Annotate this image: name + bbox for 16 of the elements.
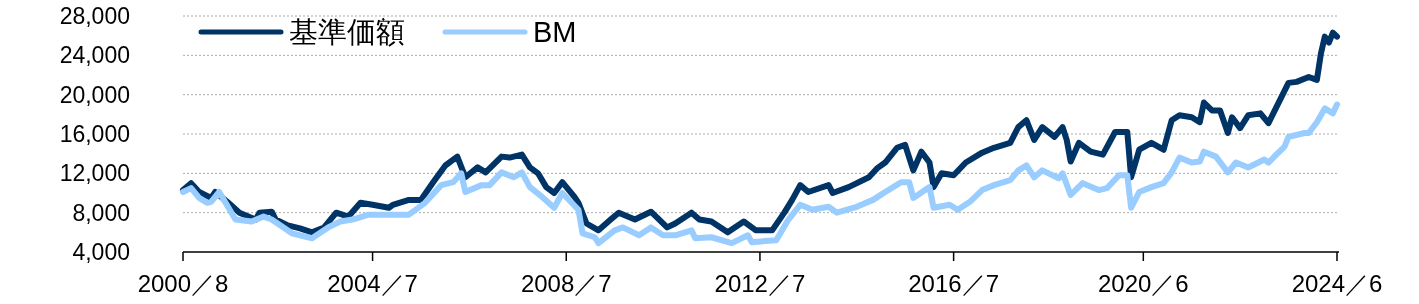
y-tick-label: 8,000 — [72, 199, 130, 226]
y-tick-label: 16,000 — [59, 121, 130, 147]
x-tick-label: 2008／7 — [520, 270, 612, 297]
x-tick-label: 2000／8 — [137, 270, 229, 297]
x-tick-label: 2016／7 — [908, 270, 999, 297]
y-tick-label: 24,000 — [59, 42, 130, 69]
legend-label: 基準価額 — [289, 16, 405, 48]
x-tick-label: 2012／7 — [714, 270, 806, 297]
y-tick-label: 28,000 — [59, 3, 130, 29]
y-tick-label: 20,000 — [59, 81, 130, 108]
legend-label: BM — [533, 16, 577, 48]
x-tick-label: 2024／6 — [1291, 270, 1383, 297]
x-tick-label: 2020／6 — [1097, 270, 1189, 297]
y-tick-label: 4,000 — [72, 239, 130, 265]
y-tick-label: 12,000 — [59, 160, 130, 187]
x-tick-label: 2004／7 — [327, 270, 418, 297]
